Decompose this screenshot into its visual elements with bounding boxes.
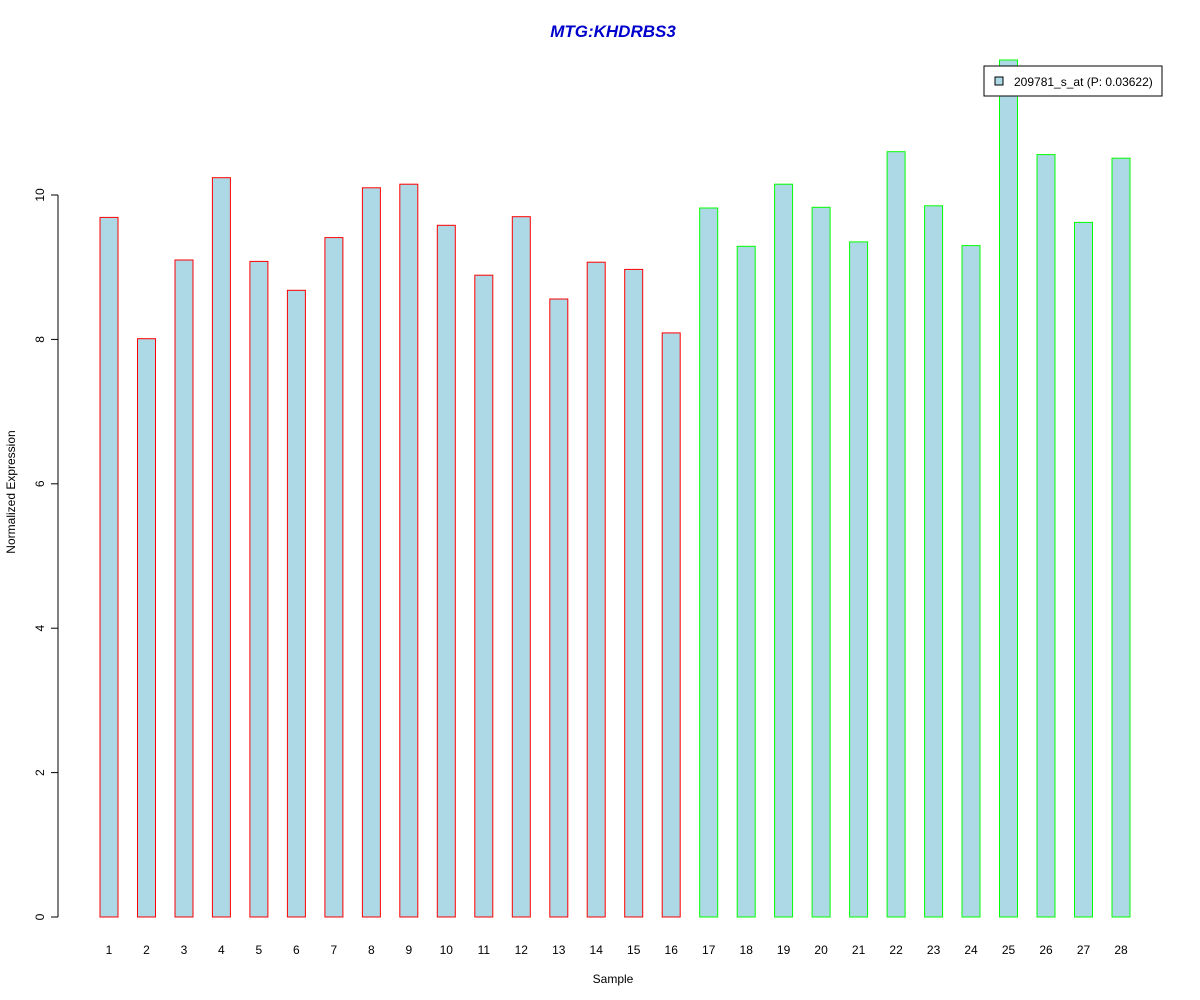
x-tick-label: 19 — [777, 943, 791, 957]
bar — [624, 268, 644, 918]
bar — [661, 332, 681, 918]
x-tick-label: 11 — [478, 943, 491, 957]
legend-swatch — [994, 76, 1004, 86]
x-tick-label: 2 — [143, 943, 150, 957]
x-tick-label: 12 — [515, 943, 529, 957]
bar — [774, 183, 794, 918]
x-tick-labels: 1 2 3 4 5 6 7 8 9 10 11 12 13 14 15 16 17 18 19 20 21 22 23 24 2… — [106, 943, 1128, 957]
x-tick-label: 18 — [740, 943, 754, 957]
bar — [99, 216, 119, 918]
x-tick-label: 9 — [405, 943, 412, 957]
bar — [961, 245, 981, 918]
x-tick-label: 26 — [1039, 943, 1053, 957]
x-tick-label: 27 — [1077, 943, 1091, 957]
chart-title: MTG:KHDRBS3 — [550, 22, 676, 41]
y-tick-label: 8 — [33, 336, 47, 343]
x-tick-label: 20 — [814, 943, 828, 957]
bar — [511, 216, 531, 918]
bar — [324, 237, 344, 918]
legend-label: 209781_s_at (P: 0.03622) — [1014, 75, 1153, 89]
bar — [586, 261, 606, 918]
bars — [99, 59, 1131, 918]
bar — [399, 183, 419, 918]
bar — [549, 298, 569, 918]
bar — [361, 187, 381, 918]
bar — [174, 259, 194, 918]
x-tick-label: 23 — [927, 943, 941, 957]
bar — [924, 205, 944, 918]
y-tick-label: 0 — [33, 913, 47, 920]
x-tick-label: 13 — [552, 943, 566, 957]
bar — [1036, 154, 1056, 918]
bar — [999, 59, 1018, 918]
y-tick-label: 6 — [33, 480, 47, 487]
x-tick-label: 28 — [1114, 943, 1128, 957]
bar — [849, 241, 869, 918]
x-tick-label: 1 — [106, 943, 113, 957]
y-axis-title: Normalized Expression — [4, 430, 18, 553]
x-tick-label: 17 — [702, 943, 716, 957]
y-tick-label: 2 — [33, 769, 47, 776]
x-tick-label: 22 — [889, 943, 903, 957]
bar — [436, 224, 456, 918]
legend: 209781_s_at (P: 0.03622) — [983, 65, 1163, 97]
x-tick-label: 10 — [440, 943, 454, 957]
y-tick-label: 4 — [33, 625, 47, 632]
bar — [137, 338, 156, 918]
bar — [811, 206, 831, 918]
x-tick-label: 5 — [256, 943, 263, 957]
bar — [886, 151, 906, 918]
bar — [736, 245, 756, 918]
x-tick-label: 21 — [852, 943, 866, 957]
bar — [1074, 221, 1093, 918]
y-tick-label: 10 — [33, 188, 47, 202]
bar — [1111, 157, 1131, 918]
x-axis-title: Sample — [593, 972, 634, 986]
x-tick-label: 14 — [590, 943, 604, 957]
x-tick-label: 15 — [627, 943, 641, 957]
bar — [211, 177, 231, 918]
x-tick-label: 4 — [218, 943, 225, 957]
y-axis: 0 2 4 6 8 10 — [33, 188, 59, 920]
x-tick-label: 7 — [331, 943, 338, 957]
bar — [249, 260, 269, 918]
x-tick-label: 6 — [293, 943, 300, 957]
bar — [286, 289, 306, 918]
x-tick-label: 25 — [1002, 943, 1016, 957]
x-tick-label: 3 — [181, 943, 188, 957]
x-tick-label: 8 — [368, 943, 375, 957]
x-tick-label: 24 — [964, 943, 978, 957]
x-tick-label: 16 — [665, 943, 679, 957]
bar — [699, 207, 719, 918]
bar — [474, 274, 494, 918]
legend-box — [983, 65, 1163, 97]
